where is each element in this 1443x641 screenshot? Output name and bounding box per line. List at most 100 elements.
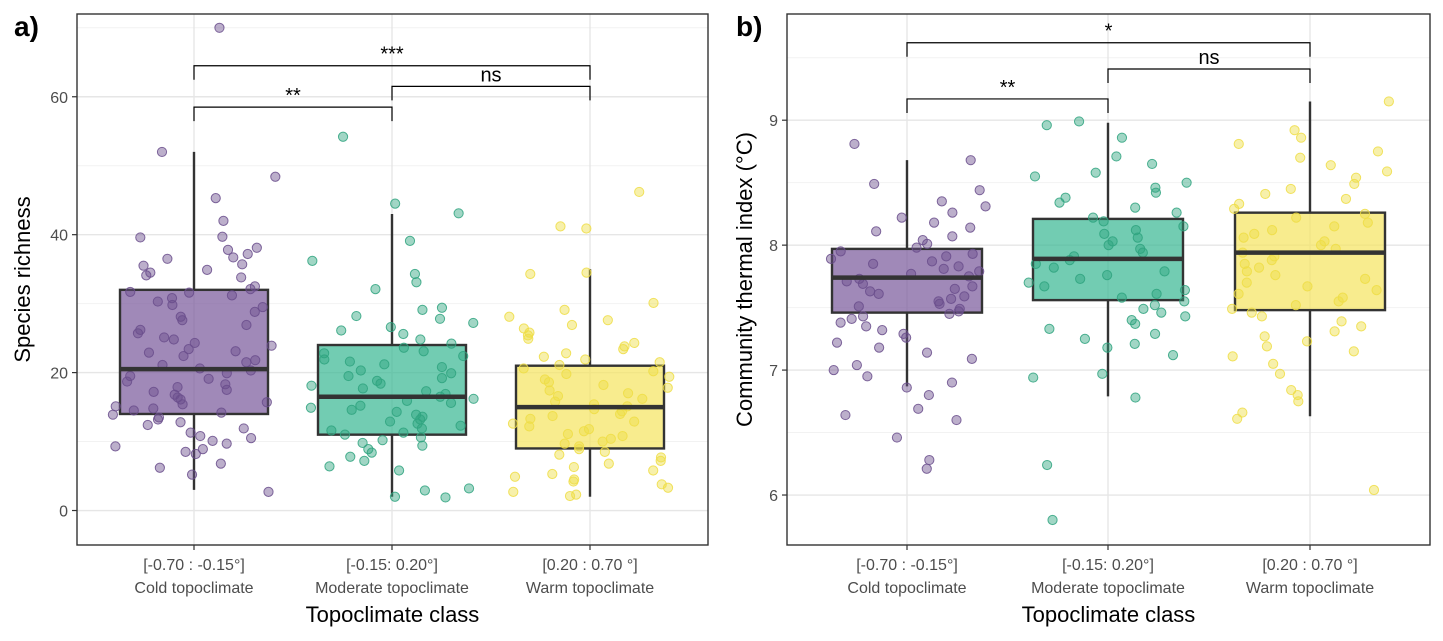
data-point-cold [107, 409, 119, 420]
data-point-moderate [379, 359, 390, 370]
data-point-cold [197, 444, 208, 455]
data-point-cold [944, 308, 955, 319]
data-point-moderate [1099, 228, 1110, 239]
data-point-cold [228, 252, 239, 263]
data-point-moderate [1171, 207, 1182, 218]
data-point-cold [923, 389, 934, 401]
data-point-moderate [377, 435, 388, 446]
data-point-cold [250, 355, 261, 366]
data-point-warm [1319, 236, 1330, 247]
data-point-moderate [1116, 132, 1128, 143]
data-point-moderate [415, 432, 427, 443]
data-point-cold [175, 417, 186, 428]
box-moderate [316, 343, 468, 436]
data-point-cold [190, 448, 201, 460]
data-point-cold [951, 414, 962, 426]
data-point-cold [949, 283, 960, 294]
data-point-warm [1325, 160, 1336, 171]
data-point-moderate [390, 198, 401, 209]
data-point-cold [901, 332, 912, 343]
data-point-warm [1246, 307, 1257, 318]
data-point-moderate [385, 321, 396, 333]
data-point-cold [135, 232, 146, 243]
data-point-cold [186, 469, 198, 480]
data-point-cold [896, 212, 907, 223]
data-point-warm [561, 368, 572, 380]
data-point-warm [1291, 212, 1302, 223]
data-point-warm [655, 452, 667, 463]
data-point-cold [221, 438, 232, 449]
data-point-warm [1227, 303, 1238, 314]
data-point-moderate [404, 235, 416, 246]
data-point-moderate [1126, 315, 1137, 326]
panel-tag: b) [736, 11, 762, 42]
data-point-cold [221, 384, 232, 395]
data-point-moderate [1103, 240, 1114, 251]
y-tick-label: 7 [769, 363, 778, 380]
data-point-warm [1274, 368, 1286, 379]
data-point-cold [869, 178, 880, 190]
data-point-moderate [415, 334, 426, 345]
data-point-cold [180, 446, 191, 458]
data-point-moderate [468, 393, 479, 404]
data-point-cold [218, 215, 229, 226]
data-point-cold [857, 278, 869, 289]
significance-label: * [1105, 21, 1113, 43]
data-point-moderate [434, 313, 446, 324]
data-point-warm [662, 482, 674, 493]
data-point-warm [1301, 336, 1313, 347]
data-point-warm [508, 486, 519, 497]
significance-label: ** [285, 85, 301, 107]
data-point-warm [637, 393, 648, 404]
data-point-cold [138, 260, 149, 271]
panel-tag: a) [14, 11, 39, 42]
data-point-moderate [463, 483, 475, 494]
data-point-warm [1302, 281, 1313, 292]
data-point-warm [1229, 203, 1240, 215]
data-point-cold [947, 207, 958, 218]
data-point-cold [203, 373, 214, 384]
data-point-warm [1329, 326, 1340, 337]
x-axis-title: Topoclimate class [306, 602, 480, 627]
data-point-warm [634, 186, 645, 198]
data-point-cold [846, 313, 857, 324]
data-point-cold [857, 311, 869, 322]
data-point-moderate [421, 386, 432, 397]
data-point-moderate [357, 383, 368, 394]
data-point-warm [1348, 346, 1359, 357]
data-point-moderate [1039, 281, 1050, 292]
data-point-moderate [1138, 303, 1149, 314]
y-tick-label: 8 [769, 238, 778, 255]
data-point-cold [877, 325, 888, 336]
data-point-cold [938, 263, 949, 274]
y-tick-label: 9 [769, 113, 778, 130]
data-point-cold [249, 306, 260, 318]
data-point-moderate [1029, 171, 1041, 182]
data-point-warm [1253, 262, 1265, 273]
data-point-moderate [344, 356, 355, 367]
data-point-cold [934, 298, 945, 309]
data-point-moderate [398, 342, 409, 353]
data-point-warm [614, 408, 626, 420]
data-point-moderate [1137, 247, 1148, 258]
data-point-cold [967, 281, 978, 292]
data-point-cold [913, 403, 924, 414]
data-point-cold [128, 405, 139, 416]
data-point-cold [210, 193, 221, 204]
data-point-warm [1336, 316, 1347, 327]
data-point-warm [574, 441, 585, 452]
data-point-moderate [1132, 232, 1143, 243]
data-point-moderate [411, 277, 422, 288]
data-point-moderate [1146, 158, 1158, 170]
x-tick-range-label: [0.20 : 0.70 °] [542, 557, 637, 574]
data-point-moderate [455, 420, 466, 431]
data-point-moderate [355, 400, 366, 411]
data-point-cold [901, 382, 912, 393]
data-point-moderate [440, 492, 451, 503]
data-point-warm [1238, 232, 1249, 243]
data-point-warm [525, 413, 536, 424]
data-point-moderate [417, 440, 428, 451]
data-point-warm [1315, 240, 1327, 251]
data-point-cold [162, 253, 173, 264]
data-point-cold [840, 409, 851, 421]
